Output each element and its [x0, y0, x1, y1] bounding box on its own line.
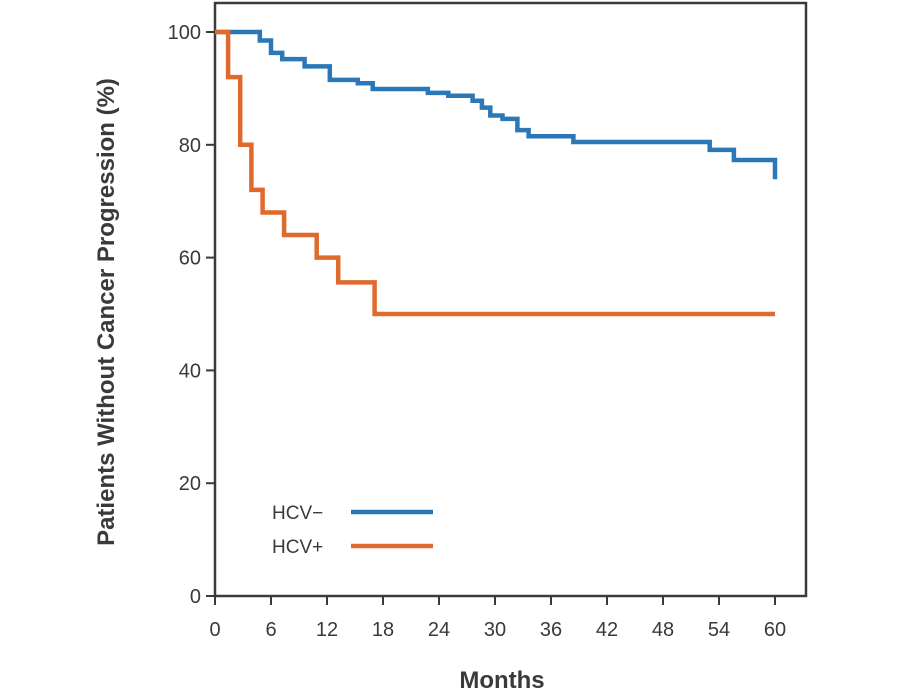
x-tick-label: 6: [265, 619, 276, 641]
series-line: [215, 29, 778, 180]
x-axis: 0 6 12 18 24 30 36 42 48 54 60: [209, 596, 786, 641]
legend-label: HCV+: [272, 537, 323, 558]
x-tick-label: 18: [372, 619, 394, 641]
legend-label: HCV−: [272, 503, 323, 524]
x-axis-title: Months: [459, 667, 544, 691]
x-tick-label: 60: [764, 619, 786, 641]
y-tick-label: 40: [179, 360, 201, 382]
x-tick-label: 0: [209, 619, 220, 641]
y-tick-label: 80: [179, 135, 201, 157]
series-line: [215, 29, 775, 317]
y-axis: 0 20 40 60 80 100: [168, 22, 215, 608]
series-lines: [215, 29, 778, 317]
y-tick-label: 100: [168, 22, 201, 44]
x-tick-label: 48: [652, 619, 674, 641]
x-tick-label: 12: [316, 619, 338, 641]
x-tick-label: 42: [596, 619, 618, 641]
x-tick-label: 36: [540, 619, 562, 641]
x-tick-label: 30: [484, 619, 506, 641]
x-tick-label: 54: [708, 619, 730, 641]
y-tick-label: 0: [190, 586, 201, 608]
y-axis-title: Patients Without Cancer Progression (%): [93, 78, 120, 546]
legend: HCV− HCV+: [272, 503, 433, 558]
y-tick-label: 60: [179, 248, 201, 270]
x-tick-label: 24: [428, 619, 450, 641]
y-tick-label: 20: [179, 473, 201, 495]
plot-area-frame: [213, 1, 808, 598]
